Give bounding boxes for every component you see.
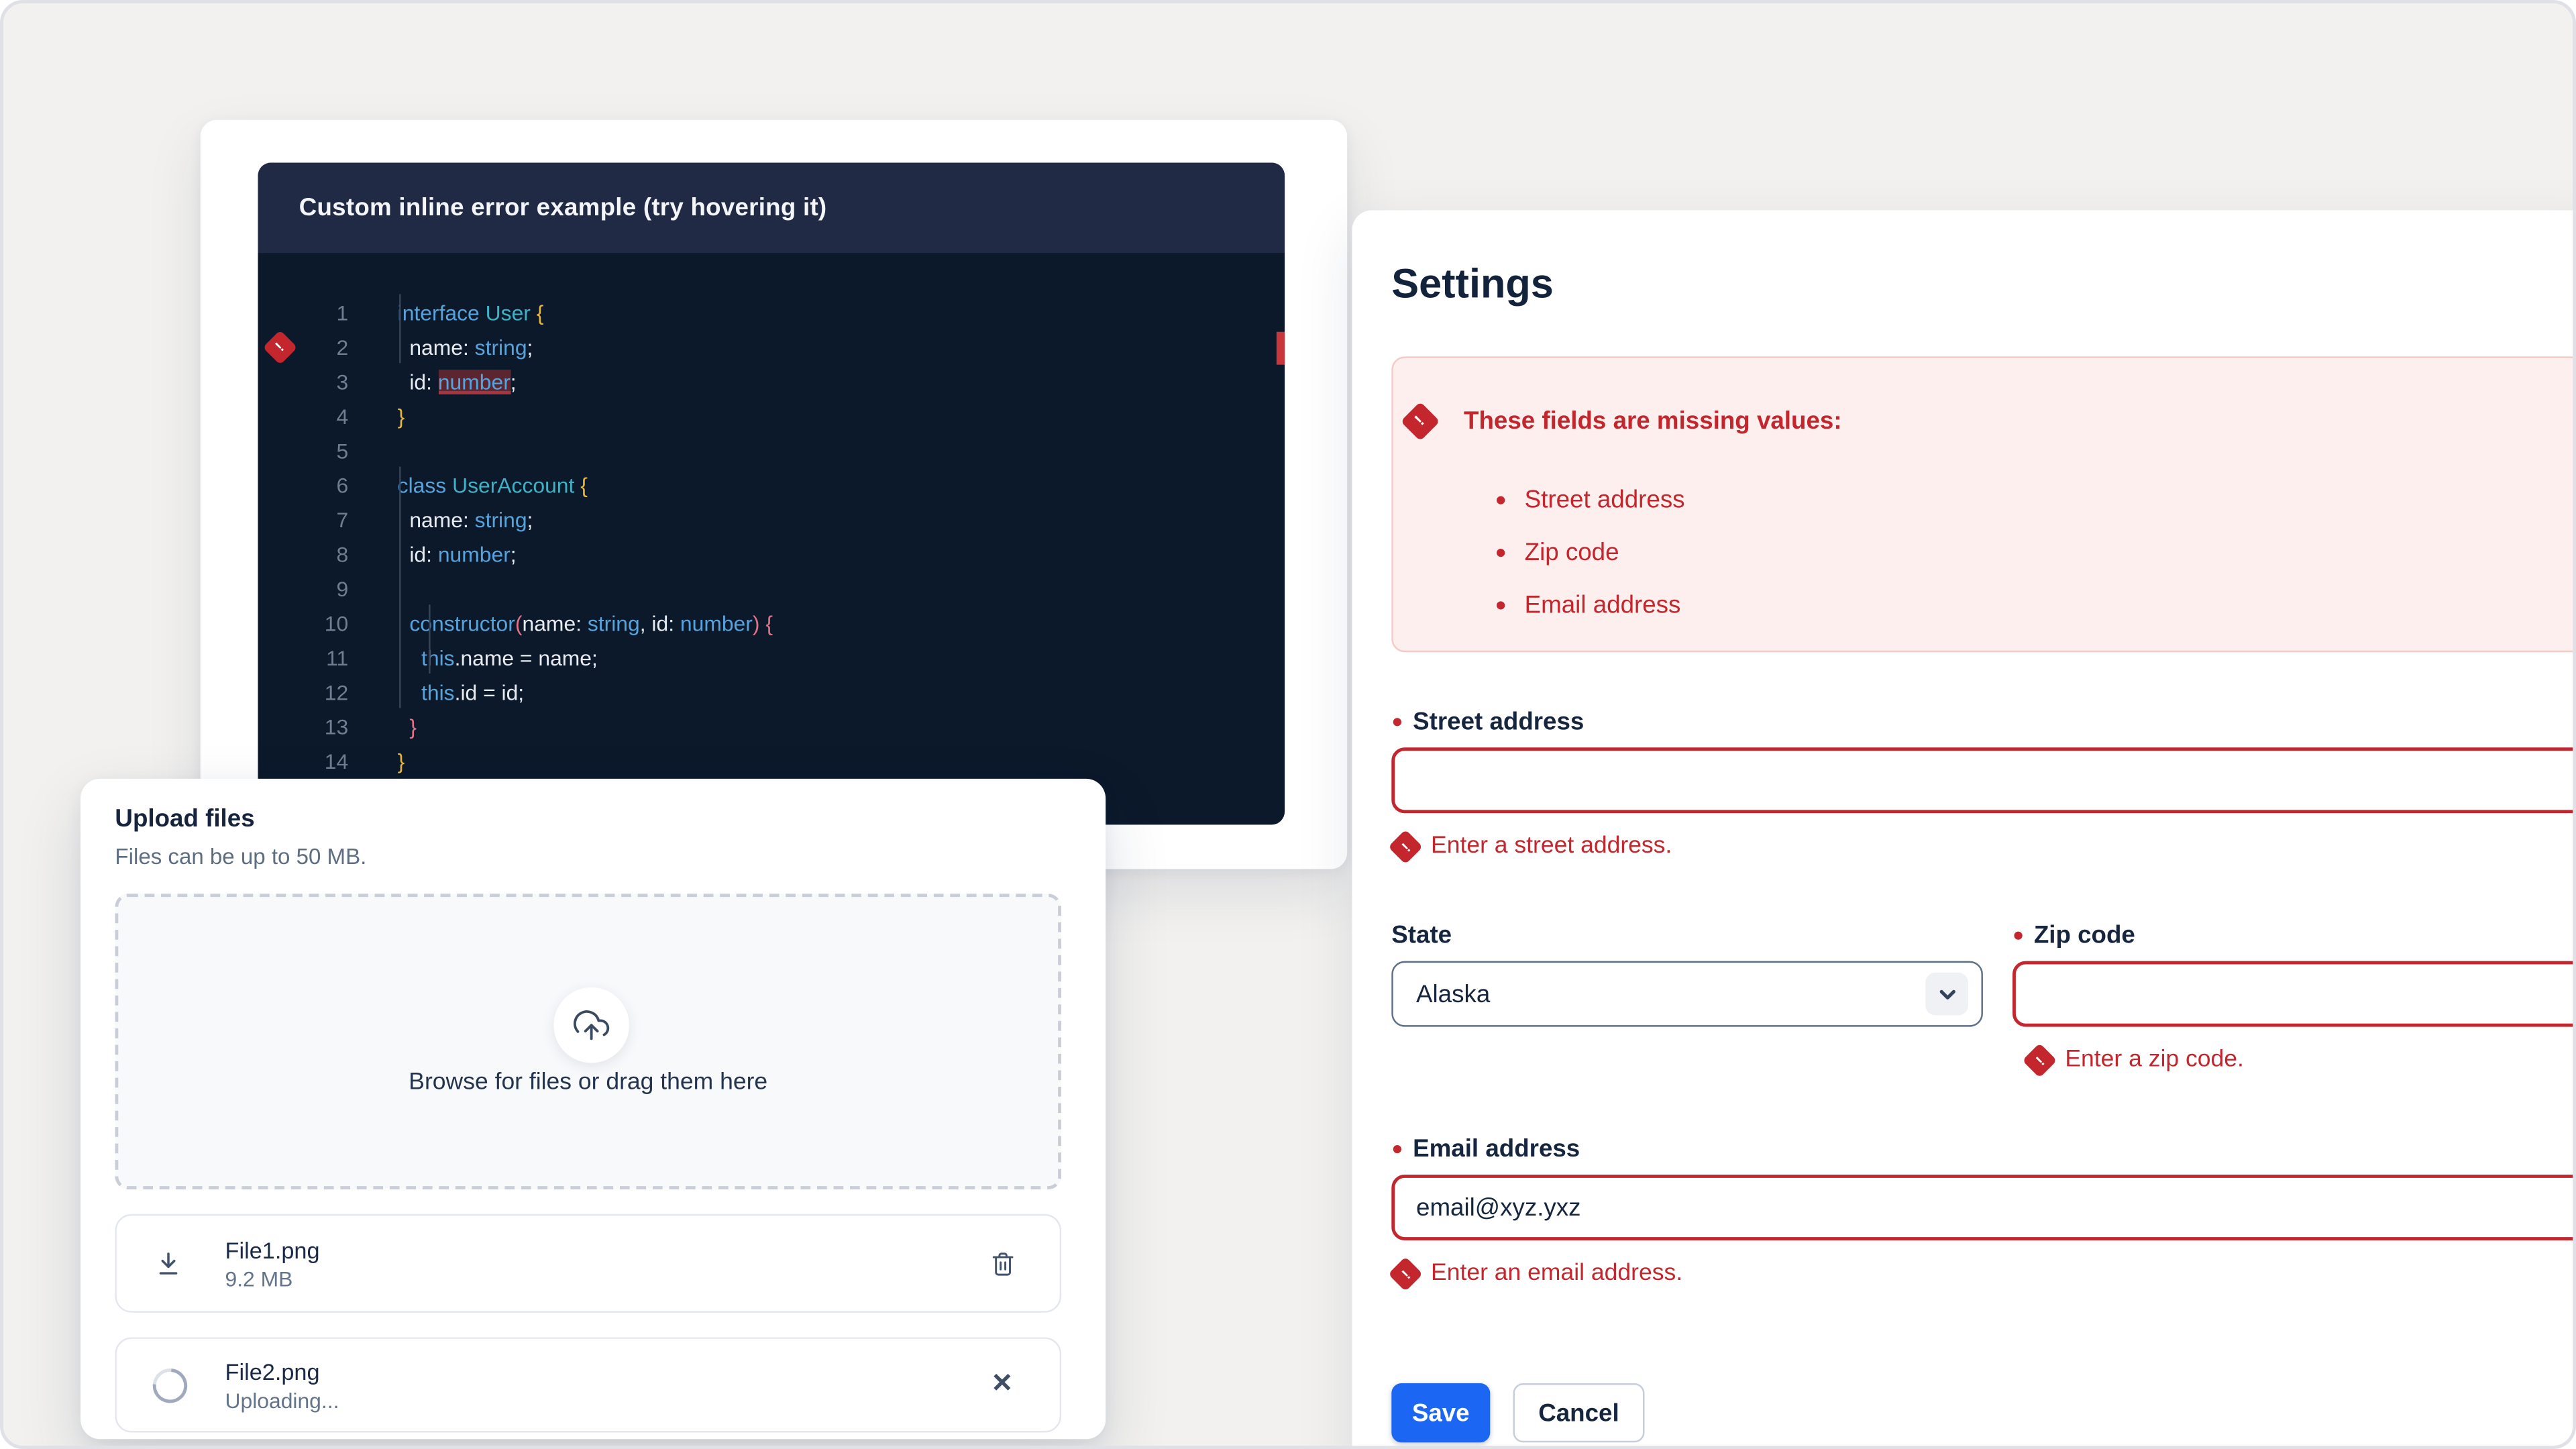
code-line: 9 [336, 576, 349, 602]
file-row: File2.png Uploading... ✕ [115, 1337, 1062, 1433]
alert-missing-field-item: Zip code [1497, 526, 1685, 578]
state-label: State [1391, 921, 1452, 950]
code-editor-header: Custom inline error example (try hoverin… [258, 162, 1285, 254]
uploading-spinner [146, 1360, 205, 1409]
code-line: 12 this.id = id; [324, 680, 525, 705]
code-editor-body[interactable]: ! 1 interface User { 2 name: string; 3 id: … [258, 253, 1285, 824]
alert-heading: These fields are missing values: [1464, 407, 1842, 435]
required-dot [1393, 1144, 1401, 1154]
chevron-down-icon [1925, 972, 1968, 1016]
code-line: 11 this.name = name; [326, 645, 598, 671]
required-dot [1393, 718, 1401, 727]
upload-cloud-icon [553, 987, 629, 1063]
gutter-error-icon[interactable]: ! [262, 329, 298, 365]
save-button[interactable]: Save [1391, 1383, 1491, 1443]
file-name: File2.png [225, 1358, 320, 1385]
settings-panel: Settings ! These fields are missing valu… [1352, 210, 2573, 1446]
code-editor[interactable]: Custom inline error example (try hoverin… [258, 162, 1285, 825]
zip-code-error: ! Enter a zip code. [2022, 1042, 2244, 1077]
code-line: 5 [336, 438, 349, 464]
alert-missing-fields-list: Street address Zip code Email address [1497, 473, 1685, 631]
code-editor-title: Custom inline error example (try hoverin… [299, 193, 827, 222]
error-icon: ! [1388, 828, 1424, 864]
trash-icon[interactable] [981, 1242, 1024, 1285]
indent-guide [399, 294, 401, 364]
email-address-label: Email address [1393, 1135, 1580, 1163]
street-address-label: Street address [1393, 708, 1584, 736]
file-dropzone[interactable]: Browse for files or drag them here [115, 894, 1062, 1190]
code-example-card: Custom inline error example (try hoverin… [200, 119, 1348, 869]
upload-subtitle: Files can be up to 50 MB. [115, 844, 367, 869]
error-icon: ! [2022, 1042, 2057, 1077]
close-icon[interactable]: ✕ [991, 1370, 1014, 1399]
file-row: File1.png 9.2 MB [115, 1214, 1062, 1313]
street-address-input[interactable] [1391, 747, 2573, 814]
code-line: 8 id: number; [336, 542, 517, 567]
code-line: 6 class UserAccount { [336, 473, 588, 498]
indent-guide [399, 466, 401, 708]
code-line: 10 constructor(name: string, id: number)… [324, 611, 773, 636]
alert-missing-field-item: Email address [1497, 578, 1685, 631]
required-dot [2014, 931, 2023, 940]
code-line: 2 name: string; [336, 335, 533, 360]
code-line: 3 id: number; [336, 370, 517, 394]
cancel-button[interactable]: Cancel [1513, 1383, 1645, 1443]
upload-files-panel: Upload files Files can be up to 50 MB. B… [80, 778, 1106, 1440]
file-name: File1.png [225, 1236, 320, 1263]
email-address-input[interactable] [1391, 1175, 2573, 1240]
upload-title: Upload files [115, 805, 255, 833]
state-select-value: Alaska [1416, 979, 1491, 1008]
zip-code-input[interactable] [2012, 961, 2573, 1027]
alert-error-icon: ! [1400, 401, 1440, 441]
validation-alert-header: ! These fields are missing values: [1400, 401, 1842, 441]
file-size: 9.2 MB [225, 1265, 293, 1291]
code-line: 7 name: string; [336, 507, 533, 533]
state-select[interactable]: Alaska [1391, 961, 1983, 1027]
scrollbar-error-marker [1276, 331, 1285, 365]
file-status: Uploading... [225, 1387, 339, 1412]
alert-missing-field-item: Street address [1497, 473, 1685, 525]
code-line: 4} [336, 404, 405, 429]
code-line: 1 interface User { [336, 301, 544, 325]
code-line: 13 } [324, 714, 417, 740]
dropzone-label: Browse for files or drag them here [409, 1069, 768, 1096]
error-icon: ! [1388, 1255, 1424, 1291]
download-icon[interactable] [153, 1248, 205, 1279]
indent-guide [429, 604, 431, 674]
page-title: Settings [1391, 261, 1554, 307]
email-address-error: ! Enter an email address. [1388, 1255, 1682, 1291]
zip-code-label: Zip code [2014, 922, 2135, 950]
street-address-error: ! Enter a street address. [1388, 828, 1672, 864]
code-line: 14} [324, 749, 405, 774]
